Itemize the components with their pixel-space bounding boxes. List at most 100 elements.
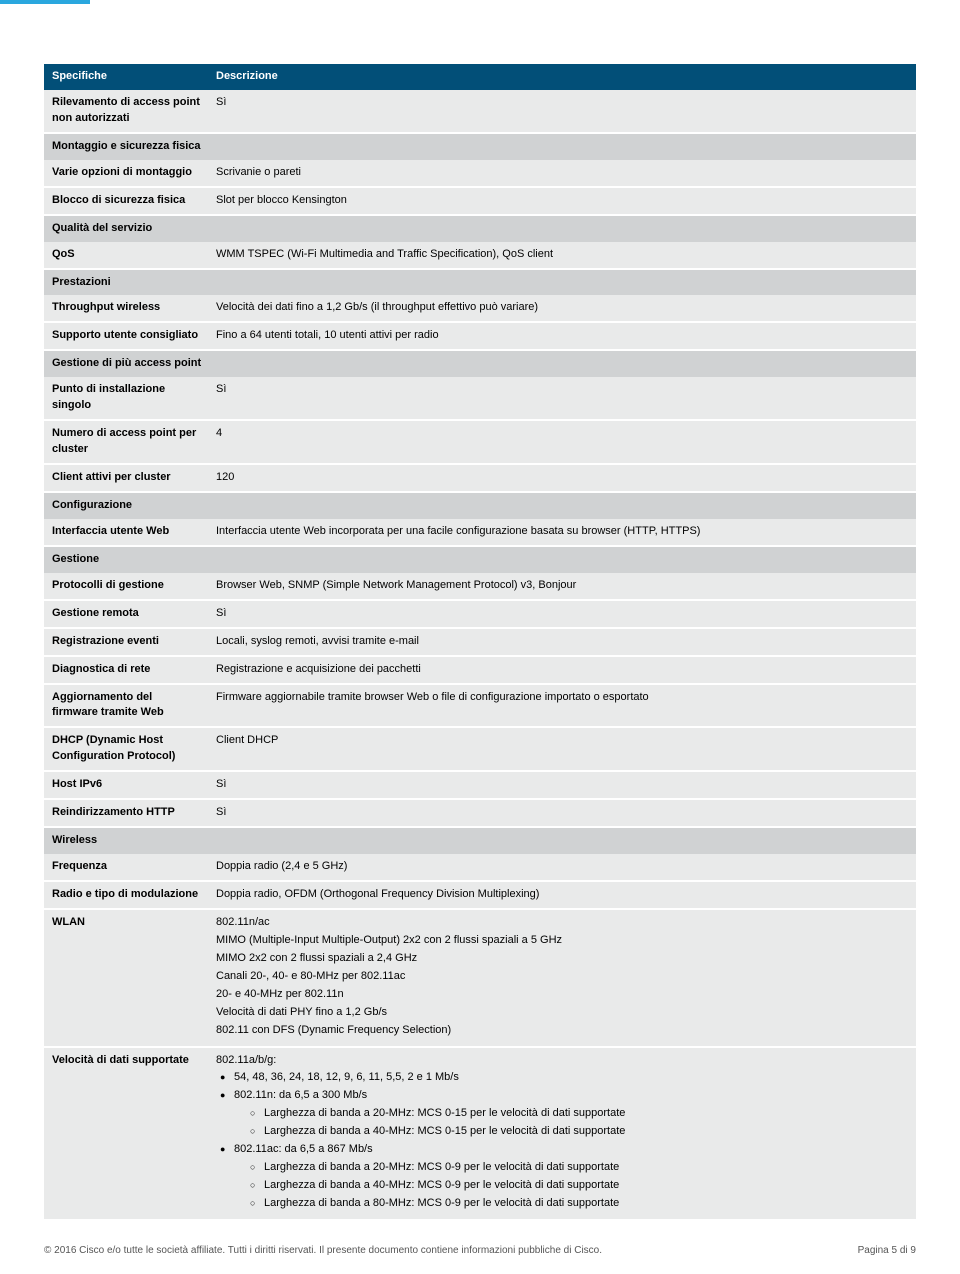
row-value: Sì	[208, 600, 916, 628]
row-value: Firmware aggiornabile tramite browser We…	[208, 684, 916, 728]
row-value: Scrivanie o pareti	[208, 160, 916, 187]
spec-table: Specifiche Descrizione Rilevamento di ac…	[44, 64, 916, 1219]
row-label: DHCP (Dynamic Host Configuration Protoco…	[44, 727, 208, 771]
row-label: Reindirizzamento HTTP	[44, 799, 208, 827]
row-value: Client DHCP	[208, 727, 916, 771]
table-row: Varie opzioni di montaggio Scrivanie o p…	[44, 160, 916, 187]
footer-page-number: Pagina 5 di 9	[858, 1245, 916, 1256]
row-value: Fino a 64 utenti totali, 10 utenti attiv…	[208, 322, 916, 350]
section-row: Configurazione	[44, 492, 916, 519]
row-label: Radio e tipo di modulazione	[44, 881, 208, 909]
table-row: Numero di access point per cluster 4	[44, 420, 916, 464]
table-row: Client attivi per cluster 120	[44, 464, 916, 492]
row-label: Diagnostica di rete	[44, 656, 208, 684]
row-value: 120	[208, 464, 916, 492]
row-label: Registrazione eventi	[44, 628, 208, 656]
top-accent-bar	[0, 0, 90, 4]
section-row: Prestazioni	[44, 269, 916, 296]
list-item: Larghezza di banda a 80-MHz: MCS 0-9 per…	[250, 1196, 908, 1212]
list-item: Larghezza di banda a 20-MHz: MCS 0-15 pe…	[250, 1106, 908, 1122]
row-label: Velocità di dati supportate	[44, 1047, 208, 1219]
list-item-text: 802.11n: da 6,5 a 300 Mb/s	[234, 1089, 367, 1101]
table-row: WLAN 802.11n/ac MIMO (Multiple-Input Mul…	[44, 909, 916, 1047]
page-footer: © 2016 Cisco e/o tutte le società affili…	[44, 1245, 916, 1256]
row-label: Protocolli di gestione	[44, 573, 208, 600]
rates-heading: 802.11a/b/g:	[216, 1053, 908, 1069]
wlan-lines: 802.11n/ac MIMO (Multiple-Input Multiple…	[216, 915, 908, 1039]
list-item: Larghezza di banda a 40-MHz: MCS 0-9 per…	[250, 1178, 908, 1194]
table-row: QoS WMM TSPEC (Wi-Fi Multimedia and Traf…	[44, 242, 916, 269]
row-label: Varie opzioni di montaggio	[44, 160, 208, 187]
table-row: Rilevamento di access point non autorizz…	[44, 90, 916, 133]
row-label: Numero di access point per cluster	[44, 420, 208, 464]
section-row: Qualità del servizio	[44, 215, 916, 242]
row-value: Sì	[208, 377, 916, 420]
row-value: 802.11n/ac MIMO (Multiple-Input Multiple…	[208, 909, 916, 1047]
section-row: Gestione di più access point	[44, 350, 916, 377]
row-label: Rilevamento di access point non autorizz…	[44, 90, 208, 133]
table-row: Supporto utente consigliato Fino a 64 ut…	[44, 322, 916, 350]
table-row: Throughput wireless Velocità dei dati fi…	[44, 295, 916, 322]
table-row: Diagnostica di rete Registrazione e acqu…	[44, 656, 916, 684]
list-item: Larghezza di banda a 40-MHz: MCS 0-15 pe…	[250, 1124, 908, 1140]
section-row: Montaggio e sicurezza fisica	[44, 133, 916, 160]
list-item: 54, 48, 36, 24, 18, 12, 9, 6, 11, 5,5, 2…	[220, 1070, 908, 1086]
section-heading: Prestazioni	[44, 269, 916, 296]
row-value: Slot per blocco Kensington	[208, 187, 916, 215]
wlan-line: 802.11n/ac	[216, 915, 908, 931]
row-value: Doppia radio, OFDM (Orthogonal Frequency…	[208, 881, 916, 909]
row-value: Registrazione e acquisizione dei pacchet…	[208, 656, 916, 684]
row-value: Locali, syslog remoti, avvisi tramite e-…	[208, 628, 916, 656]
row-label: Throughput wireless	[44, 295, 208, 322]
wlan-line: MIMO 2x2 con 2 flussi spaziali a 2,4 GHz	[216, 951, 908, 967]
table-row: Frequenza Doppia radio (2,4 e 5 GHz)	[44, 854, 916, 881]
section-heading: Qualità del servizio	[44, 215, 916, 242]
section-heading: Configurazione	[44, 492, 916, 519]
list-item: 802.11ac: da 6,5 a 867 Mb/s Larghezza di…	[220, 1142, 908, 1212]
row-value: Velocità dei dati fino a 1,2 Gb/s (il th…	[208, 295, 916, 322]
table-row: Protocolli di gestione Browser Web, SNMP…	[44, 573, 916, 600]
table-row: Gestione remota Sì	[44, 600, 916, 628]
list-item: Larghezza di banda a 20-MHz: MCS 0-9 per…	[250, 1160, 908, 1176]
section-row: Wireless	[44, 827, 916, 854]
row-value: Doppia radio (2,4 e 5 GHz)	[208, 854, 916, 881]
row-value: Interfaccia utente Web incorporata per u…	[208, 519, 916, 546]
row-label: Client attivi per cluster	[44, 464, 208, 492]
col-desc: Descrizione	[208, 64, 916, 90]
section-heading: Gestione	[44, 546, 916, 573]
wlan-line: 802.11 con DFS (Dynamic Frequency Select…	[216, 1023, 908, 1039]
table-row: DHCP (Dynamic Host Configuration Protoco…	[44, 727, 916, 771]
list-item-text: 802.11ac: da 6,5 a 867 Mb/s	[234, 1143, 373, 1155]
table-row: Interfaccia utente Web Interfaccia utent…	[44, 519, 916, 546]
section-heading: Wireless	[44, 827, 916, 854]
table-row: Radio e tipo di modulazione Doppia radio…	[44, 881, 916, 909]
row-label: Host IPv6	[44, 771, 208, 799]
table-header-row: Specifiche Descrizione	[44, 64, 916, 90]
section-row: Gestione	[44, 546, 916, 573]
table-row: Reindirizzamento HTTP Sì	[44, 799, 916, 827]
page-content: Specifiche Descrizione Rilevamento di ac…	[0, 0, 960, 1219]
table-row: Velocità di dati supportate 802.11a/b/g:…	[44, 1047, 916, 1219]
wlan-line: MIMO (Multiple-Input Multiple-Output) 2x…	[216, 933, 908, 949]
rates-list: 54, 48, 36, 24, 18, 12, 9, 6, 11, 5,5, 2…	[216, 1070, 908, 1212]
list-item: 802.11n: da 6,5 a 300 Mb/s Larghezza di …	[220, 1088, 908, 1140]
table-row: Registrazione eventi Locali, syslog remo…	[44, 628, 916, 656]
row-label: QoS	[44, 242, 208, 269]
row-value: WMM TSPEC (Wi-Fi Multimedia and Traffic …	[208, 242, 916, 269]
row-value: Browser Web, SNMP (Simple Network Manage…	[208, 573, 916, 600]
wlan-line: Velocità di dati PHY fino a 1,2 Gb/s	[216, 1005, 908, 1021]
row-label: WLAN	[44, 909, 208, 1047]
sublist: Larghezza di banda a 20-MHz: MCS 0-15 pe…	[234, 1106, 908, 1140]
sublist: Larghezza di banda a 20-MHz: MCS 0-9 per…	[234, 1160, 908, 1212]
row-value: Sì	[208, 799, 916, 827]
col-spec: Specifiche	[44, 64, 208, 90]
row-label: Interfaccia utente Web	[44, 519, 208, 546]
row-label: Blocco di sicurezza fisica	[44, 187, 208, 215]
footer-copyright: © 2016 Cisco e/o tutte le società affili…	[44, 1245, 602, 1256]
row-label: Supporto utente consigliato	[44, 322, 208, 350]
section-heading: Gestione di più access point	[44, 350, 916, 377]
table-row: Punto di installazione singolo Sì	[44, 377, 916, 420]
table-row: Blocco di sicurezza fisica Slot per bloc…	[44, 187, 916, 215]
row-label: Punto di installazione singolo	[44, 377, 208, 420]
row-value: Sì	[208, 90, 916, 133]
